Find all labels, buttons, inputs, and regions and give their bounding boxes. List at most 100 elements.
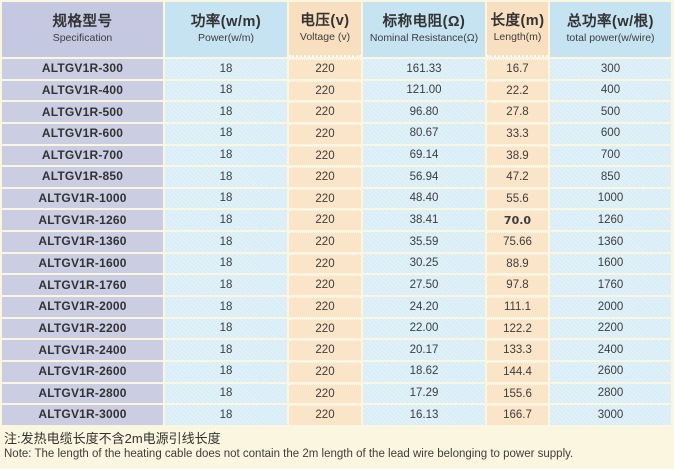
- row-voltage-cell: 220: [289, 102, 361, 122]
- row-total_power-cell: 300: [550, 59, 671, 79]
- row-length-cell: 38.9: [487, 145, 548, 166]
- row-total_power-cell: 850: [550, 167, 671, 187]
- row-resistance-cell: 30.25: [363, 253, 485, 274]
- row-model-cell: ALTGV1R-600: [2, 123, 163, 144]
- row-power-cell: 18: [165, 383, 287, 404]
- row-resistance-cell: 20.17: [363, 340, 485, 360]
- row-total_power-cell: 2800: [550, 383, 671, 404]
- header-label-en: Nominal Resistance(Ω): [369, 31, 479, 44]
- row-length-cell: 75.66: [487, 232, 548, 252]
- row-length-cell: 47.2: [487, 167, 548, 187]
- row-resistance-cell: 56.94: [363, 167, 485, 187]
- row-length-cell: 166.7: [487, 405, 548, 425]
- row-power-cell: 18: [165, 102, 287, 122]
- row-total_power-cell: 1260: [550, 210, 671, 231]
- row-power-cell: 18: [165, 59, 287, 79]
- row-model-cell: ALTGV1R-2400: [2, 340, 163, 360]
- row-resistance-cell: 38.41: [363, 210, 485, 231]
- row-resistance-cell: 96.80: [363, 102, 485, 122]
- row-model-cell: ALTGV1R-3000: [2, 405, 163, 425]
- row-length-cell: 144.4: [487, 361, 548, 382]
- row-length-cell: 33.3: [487, 123, 548, 144]
- row-model-cell: ALTGV1R-1260: [2, 210, 163, 231]
- header-label-zh: 电压(v): [300, 12, 350, 29]
- row-model-cell: ALTGV1R-400: [2, 80, 163, 101]
- row-total_power-cell: 600: [550, 123, 671, 144]
- row-resistance-cell: 48.40: [363, 188, 485, 209]
- row-model-cell: ALTGV1R-700: [2, 145, 163, 166]
- row-power-cell: 18: [165, 210, 287, 231]
- row-length-cell: 55.6: [487, 188, 548, 209]
- row-model-cell: ALTGV1R-1360: [2, 232, 163, 252]
- row-resistance-cell: 80.67: [363, 123, 485, 144]
- row-length-cell: 155.6: [487, 383, 548, 404]
- row-voltage-cell: 220: [289, 232, 361, 252]
- row-total_power-cell: 2400: [550, 340, 671, 360]
- row-model-cell: ALTGV1R-2200: [2, 318, 163, 339]
- row-total_power-cell: 2000: [550, 297, 671, 317]
- row-model-cell: ALTGV1R-1760: [2, 275, 163, 296]
- row-voltage-cell: 220: [289, 297, 361, 317]
- row-total_power-cell: 3000: [550, 405, 671, 425]
- header-cell-voltage: 电压(v) Voltage (v): [289, 2, 361, 57]
- row-model-cell: ALTGV1R-2600: [2, 361, 163, 382]
- row-resistance-cell: 17.29: [363, 383, 485, 404]
- row-resistance-cell: 121.00: [363, 80, 485, 101]
- row-total_power-cell: 500: [550, 102, 671, 122]
- header-label-zh: 长度(m): [490, 12, 545, 29]
- row-voltage-cell: 220: [289, 210, 361, 231]
- row-power-cell: 18: [165, 167, 287, 187]
- row-model-cell: ALTGV1R-2800: [2, 383, 163, 404]
- row-voltage-cell: 220: [289, 340, 361, 360]
- header-label-en: Voltage (v): [299, 30, 351, 43]
- header-label-zh: 功率(w/m): [190, 13, 262, 30]
- row-total_power-cell: 400: [550, 80, 671, 101]
- row-length-cell: 88.9: [487, 253, 548, 274]
- row-voltage-cell: 220: [289, 188, 361, 209]
- row-total_power-cell: 2200: [550, 318, 671, 339]
- table-notes: 注:发热电缆长度不含2m电源引线长度 Note: The length of t…: [2, 425, 671, 463]
- header-label-en: Power(w/m): [197, 31, 254, 44]
- row-power-cell: 18: [165, 405, 287, 425]
- row-voltage-cell: 220: [289, 361, 361, 382]
- note-zh: 注:发热电缆长度不含2m电源引线长度: [4, 430, 221, 446]
- row-voltage-cell: 220: [289, 59, 361, 79]
- row-voltage-cell: 220: [289, 383, 361, 404]
- row-total_power-cell: 1000: [550, 188, 671, 209]
- row-total_power-cell: 700: [550, 145, 671, 166]
- header-label-en: Length(m): [493, 30, 542, 43]
- row-length-cell: 16.7: [487, 59, 548, 79]
- row-voltage-cell: 220: [289, 145, 361, 166]
- row-total_power-cell: 1600: [550, 253, 671, 274]
- row-length-cell: 122.2: [487, 318, 548, 339]
- header-label-en: total power(w/wire): [566, 31, 655, 44]
- header-cell-model: 规格型号 Specification: [2, 2, 163, 57]
- note-en: Note: The length of the heating cable do…: [4, 448, 574, 461]
- row-resistance-cell: 27.50: [363, 275, 485, 296]
- row-voltage-cell: 220: [289, 167, 361, 187]
- row-power-cell: 18: [165, 275, 287, 296]
- row-voltage-cell: 220: [289, 123, 361, 144]
- header-label-zh: 标称电阻(Ω): [382, 13, 466, 30]
- row-length-cell: 27.8: [487, 102, 548, 122]
- row-resistance-cell: 16.13: [363, 405, 485, 425]
- row-model-cell: ALTGV1R-500: [2, 102, 163, 122]
- header-label-zh: 规格型号: [52, 13, 113, 30]
- row-length-cell: 97.8: [487, 275, 548, 296]
- row-voltage-cell: 220: [289, 405, 361, 425]
- row-power-cell: 18: [165, 253, 287, 274]
- row-voltage-cell: 220: [289, 253, 361, 274]
- header-cell-resistance: 标称电阻(Ω) Nominal Resistance(Ω): [363, 2, 485, 57]
- row-power-cell: 18: [165, 145, 287, 166]
- row-length-cell: 22.2: [487, 80, 548, 101]
- row-voltage-cell: 220: [289, 318, 361, 339]
- header-label-zh: 总功率(w/根): [567, 13, 654, 30]
- row-length-cell: 133.3: [487, 340, 548, 360]
- row-resistance-cell: 22.00: [363, 318, 485, 339]
- row-model-cell: ALTGV1R-1000: [2, 188, 163, 209]
- row-model-cell: ALTGV1R-1600: [2, 253, 163, 274]
- row-model-cell: ALTGV1R-300: [2, 59, 163, 79]
- row-length-cell: 70.0: [487, 210, 548, 231]
- row-power-cell: 18: [165, 340, 287, 360]
- row-power-cell: 18: [165, 123, 287, 144]
